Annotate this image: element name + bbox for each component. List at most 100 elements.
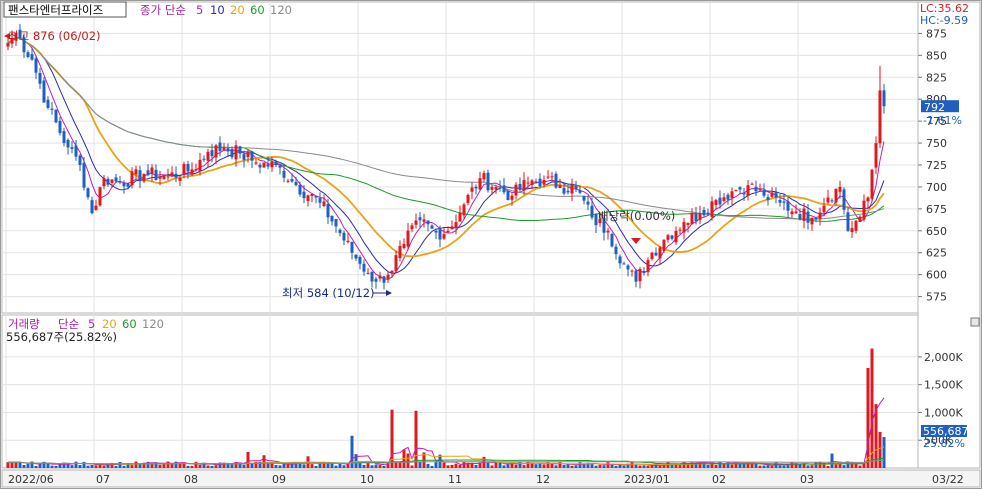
volume-bar — [254, 461, 258, 468]
date-tick-label: 2022/06 — [8, 473, 54, 486]
volume-bar — [566, 463, 570, 468]
candle-body — [534, 181, 538, 183]
volume-bar — [786, 465, 790, 468]
volume-bar — [702, 461, 706, 468]
volume-bar — [830, 453, 834, 468]
candle-body — [34, 58, 38, 73]
candle-body — [838, 186, 842, 192]
volume-bar — [846, 462, 850, 468]
candle-body — [286, 180, 290, 182]
volume-bar — [270, 462, 274, 468]
volume-bar — [382, 465, 386, 468]
volume-bar — [298, 463, 302, 468]
candle-body — [610, 233, 614, 247]
price-tick-label: 875 — [926, 27, 947, 40]
volume-tick-label: 1,500K — [924, 379, 963, 392]
ma-legend-10[interactable]: 10 — [210, 3, 225, 17]
volume-bar — [386, 462, 390, 468]
candle-body — [882, 90, 886, 107]
volume-bar — [426, 463, 430, 468]
volume-panel-close-icon[interactable] — [970, 317, 980, 327]
volume-title[interactable]: 거래량 — [8, 317, 40, 331]
candle-body — [190, 169, 194, 175]
volume-bar — [130, 465, 134, 468]
volume-bar — [314, 465, 318, 468]
candle-body — [26, 52, 30, 57]
volume-tick-label: 2,000K — [924, 351, 963, 364]
volume-bar — [542, 464, 546, 468]
candle-body — [542, 179, 546, 185]
volume-bar — [862, 463, 866, 468]
candle-body — [870, 169, 874, 199]
stock-name-box[interactable] — [3, 1, 127, 18]
volume-ma-legend-20[interactable]: 20 — [102, 317, 117, 331]
candle-body — [650, 252, 654, 259]
stock-name[interactable]: 팬스타엔터프라이즈 — [8, 3, 103, 17]
volume-bar — [38, 463, 42, 468]
volume-bar — [102, 465, 106, 468]
volume-bar — [358, 462, 362, 468]
volume-bar — [530, 462, 534, 468]
volume-bar — [450, 464, 454, 468]
lc-label: LC:35.62 — [920, 2, 969, 15]
volume-bar — [378, 465, 382, 468]
candle-body — [506, 190, 510, 200]
candle-body — [706, 212, 710, 215]
volume-bar — [190, 465, 194, 468]
volume-panel[interactable] — [1, 314, 919, 469]
candle-body — [178, 178, 182, 181]
volume-ma-legend-60[interactable]: 60 — [122, 317, 137, 331]
volume-bar — [10, 461, 14, 468]
volume-bar — [662, 465, 666, 468]
candle-body — [474, 186, 478, 189]
volume-bar — [730, 464, 734, 468]
volume-ma-legend-120[interactable]: 120 — [142, 317, 164, 331]
volume-bar — [594, 465, 598, 468]
volume-bar — [142, 462, 146, 468]
ma-legend-20[interactable]: 20 — [230, 3, 245, 17]
volume-bar — [198, 464, 202, 468]
candle-body — [218, 142, 222, 151]
candle-body — [666, 235, 670, 240]
volume-bar — [226, 462, 230, 468]
price-panel[interactable] — [1, 1, 919, 314]
candle-body — [750, 183, 754, 185]
candle-body — [810, 217, 814, 225]
candle-body — [794, 211, 798, 214]
volume-bar — [250, 462, 254, 468]
candle-body — [82, 162, 86, 188]
candle-body — [142, 173, 146, 182]
candle-body — [462, 204, 466, 216]
volume-bar — [638, 465, 642, 468]
volume-bar — [366, 461, 370, 468]
volume-bar — [506, 464, 510, 468]
ma-legend-60[interactable]: 60 — [250, 3, 265, 17]
date-axis-ticks: 2022/06 07 08 09 10 11 12 2023/01 02 03 03/22 — [8, 473, 964, 486]
candle-body — [22, 37, 26, 53]
ex-dividend-triangle — [631, 238, 641, 244]
candle-body — [294, 181, 298, 186]
ma-legend-120[interactable]: 120 — [270, 3, 292, 17]
ma-legend-5[interactable]: 5 — [196, 3, 203, 17]
candle-body — [370, 272, 374, 282]
volume-bar — [782, 465, 786, 468]
volume-bar — [418, 461, 422, 468]
volume-bar — [738, 463, 742, 468]
volume-bar — [94, 465, 98, 468]
volume-bar — [802, 463, 806, 468]
candle-body — [310, 194, 314, 197]
candle-body — [222, 147, 226, 151]
candle-body — [622, 263, 626, 265]
volume-bar — [630, 461, 634, 468]
candle-body — [634, 270, 638, 282]
volume-bar — [262, 455, 266, 468]
candle-body — [186, 163, 190, 172]
volume-bar — [330, 462, 334, 468]
volume-bar — [682, 461, 686, 468]
candle-body — [734, 190, 738, 192]
volume-ma-legend-5[interactable]: 5 — [88, 317, 95, 331]
candle-body — [874, 143, 878, 168]
candle-body — [66, 140, 70, 148]
